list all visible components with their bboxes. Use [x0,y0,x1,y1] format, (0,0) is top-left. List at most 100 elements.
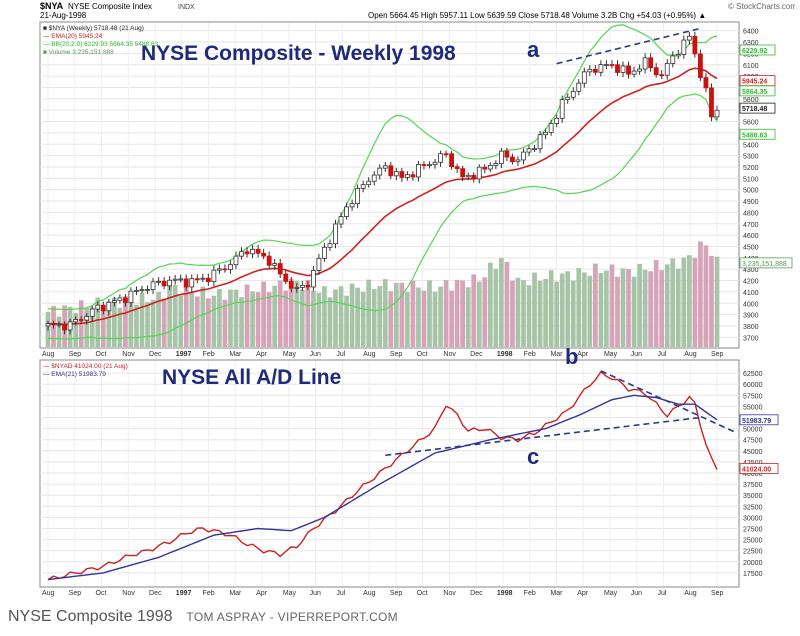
price-legend-entry: ■ Volume 3,235,151,888 [43,49,114,56]
price-tag-label: 5718.48 [742,106,767,113]
volume-bar [283,290,289,347]
volume-bar [95,297,101,347]
volume-bar [620,268,626,347]
candle-body [255,248,261,254]
volume-bar [604,270,609,347]
volume-bar [709,255,714,347]
x-tick-label-bottom: Feb [524,590,536,597]
x-tick-label-top: Oct [417,351,428,358]
candle-body [189,278,195,288]
candle-body [117,297,123,302]
volume-bar [178,295,184,347]
volume-bar [659,270,665,347]
volume-bar [377,286,383,347]
candle-body [615,64,620,73]
candle-body [532,148,537,151]
volume-bar [687,255,692,347]
x-tick-label-bottom: Dec [470,590,483,597]
x-tick-label-bottom: 1997 [176,590,192,597]
candle-body [366,180,372,186]
caption-title: NYSE Composite 1998 [8,608,173,625]
volume-bar [145,302,150,347]
price-tag-box [739,102,776,114]
volume-bar [194,296,200,347]
volume-bar [111,297,117,347]
candle-body [338,216,344,225]
ad-tick-label: 45000 [743,449,763,456]
volume-bar [565,271,571,347]
volume-bar [56,316,62,347]
x-tick-label-bottom: Mar [229,590,242,597]
candle-body [438,153,443,163]
ad-tick-label: 62500 [743,371,763,378]
x-tick-label-top: Apr [256,351,268,358]
candle-body [67,321,73,331]
x-tick-label-top: 1997 [176,351,192,358]
candle-body [244,251,250,255]
volume-bar [432,291,438,347]
volume-bar [172,285,178,347]
volume-bar [322,286,327,347]
x-tick-label-top: Sep [711,351,724,358]
header-brand: © StockCharts.com [728,2,795,11]
header-date: 21-Aug-1998 [40,11,87,20]
x-tick-label-bottom: Jul [336,590,345,597]
ad-tick-label: 30000 [743,515,763,522]
x-tick-label-bottom: May [604,590,618,597]
candle-body [465,174,471,178]
volume-bar [653,259,659,347]
volume-bar [648,271,654,347]
candle-body [681,39,687,55]
x-tick-label-bottom: 1998 [497,590,513,597]
price-tag-box [739,44,776,56]
candle-body [598,64,604,73]
candle-body [686,35,692,41]
x-tick-label-bottom: May [283,590,297,597]
volume-bar [161,298,167,347]
x-tick-label-bottom: Oct [417,590,428,597]
price-tick-label: 4800 [743,210,759,217]
volume-bar [537,280,543,347]
volume-bar [294,280,300,347]
volume-bar [84,308,90,347]
ad-annotation-title: NYSE All A/D Line [162,366,341,389]
candle-body [233,255,239,266]
candle-body [675,54,681,57]
volume-bar [576,268,582,347]
candle-body [178,278,184,281]
x-tick-label-bottom: Nov [122,590,135,597]
volume-bar [493,269,499,347]
price-tag-label: 5864.35 [742,89,767,96]
volume-bar [167,285,172,347]
ad-legend-entry: — $NYAD 41024.00 (21 Aug) [43,363,128,370]
candle-body [316,257,322,271]
candle-body [344,206,349,217]
x-tick-label-bottom: Apr [256,590,268,597]
candle-body [482,166,488,170]
price-tag-box [739,85,776,97]
x-tick-label-top: Jul [657,351,666,358]
candle-body [570,90,576,98]
volume-bar [305,279,311,347]
candle-body [388,165,394,177]
volume-bar [316,292,322,347]
x-tick-label-top: Aug [363,351,376,358]
volume-bar [106,301,112,347]
volume-bar [261,281,266,347]
candle-body [443,153,449,156]
volume-bar [388,291,394,347]
candle-body [51,323,56,326]
candle-body [239,251,244,257]
ad-tick-label: 60000 [743,382,763,389]
candle-body [183,278,189,288]
ad-tick-label: 22500 [743,549,763,556]
bollinger-bands [47,24,718,340]
ad-tick-label: 32500 [743,504,763,511]
volume-bar [139,292,145,347]
volume-bar [399,282,405,347]
volume-bar [598,273,604,347]
candle-body [382,165,388,169]
ad-ema21-line [47,394,718,581]
volume-bar [460,280,466,347]
candle-body [504,150,510,158]
